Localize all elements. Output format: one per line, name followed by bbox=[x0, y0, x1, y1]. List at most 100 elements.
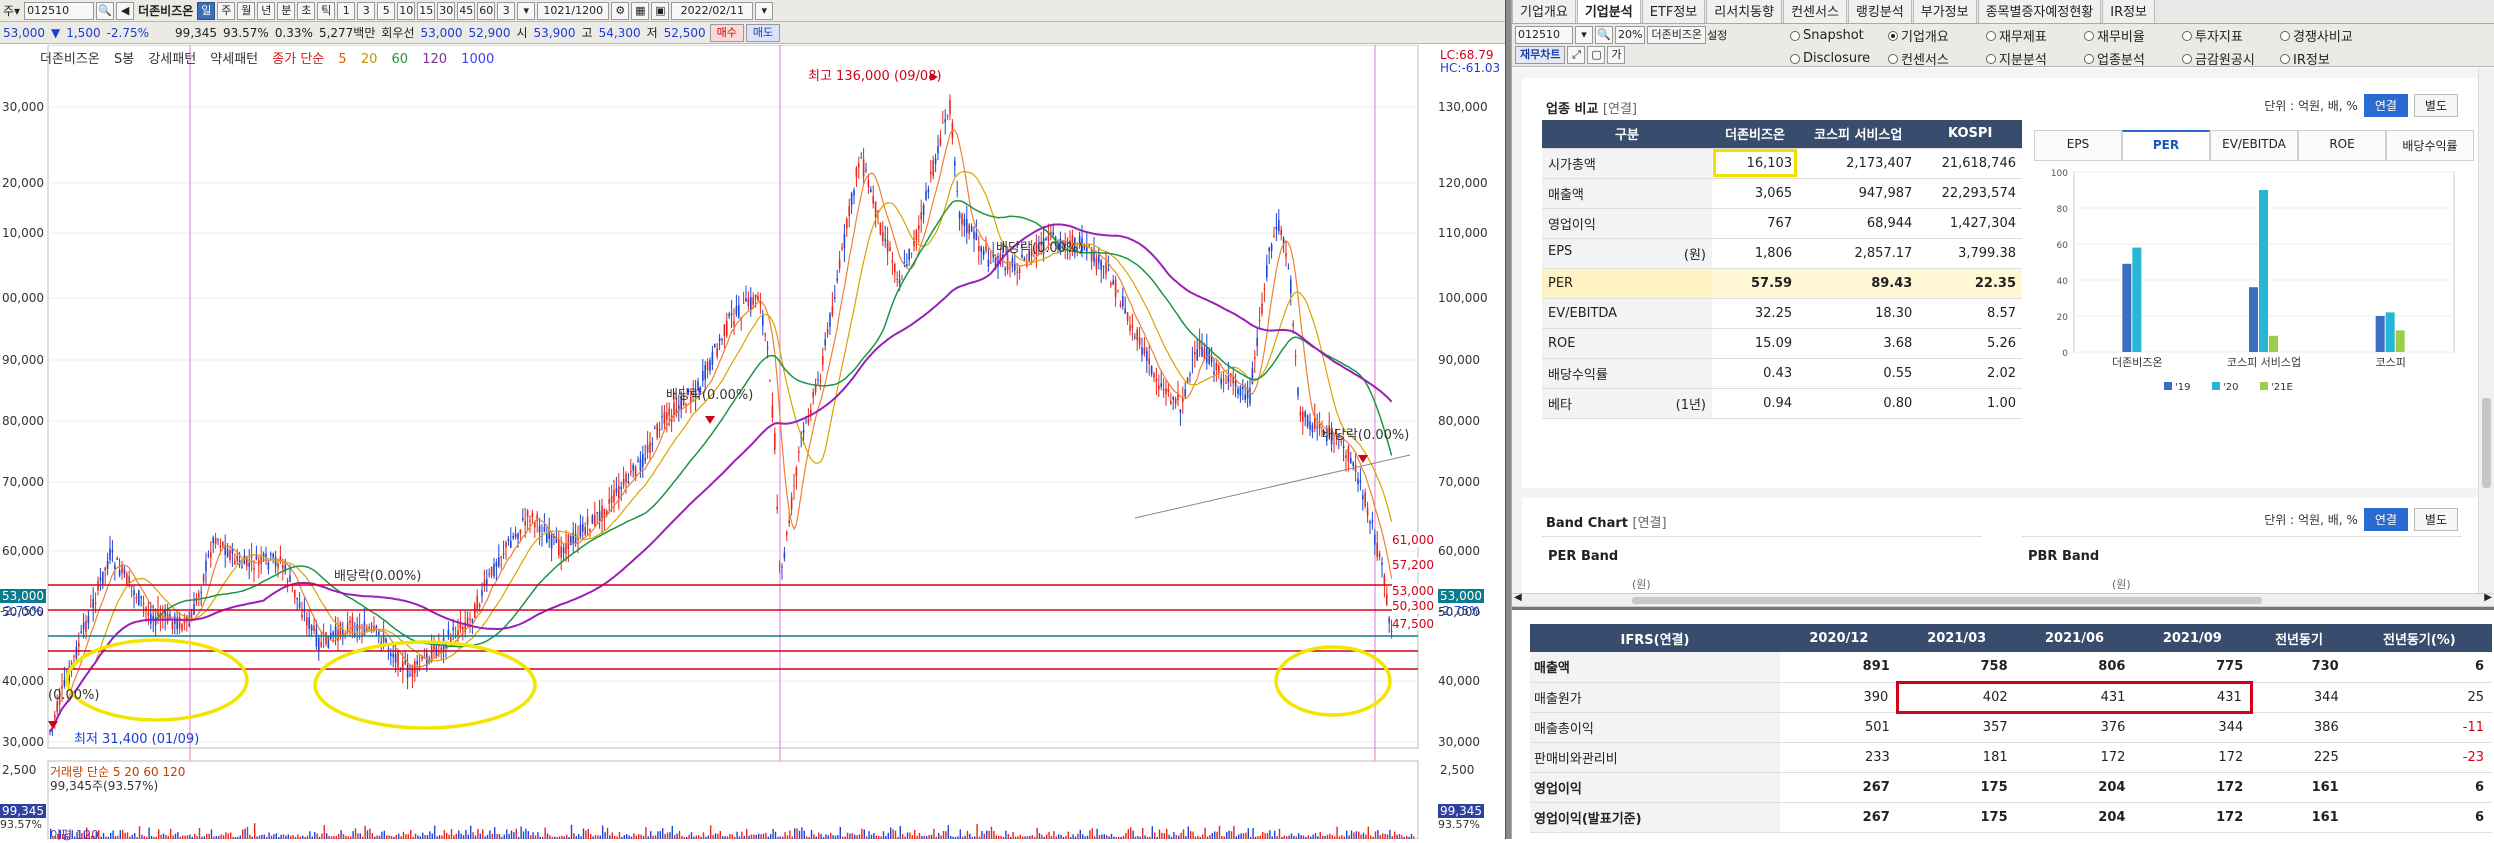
volume-bar bbox=[746, 828, 748, 839]
tab-capital-increase[interactable]: 종목별증자예정현황 bbox=[1977, 0, 2102, 23]
candle-body bbox=[1182, 398, 1184, 403]
chart-tab-roe[interactable]: ROE bbox=[2298, 130, 2386, 161]
chevron-down-icon[interactable]: ▾ bbox=[1575, 26, 1593, 44]
tab-extra[interactable]: 부가정보 bbox=[1912, 0, 1977, 23]
tab-company-overview[interactable]: 기업개요 bbox=[1512, 0, 1576, 23]
compare-row-label: ROE bbox=[1542, 328, 1712, 359]
scroll-thumb[interactable] bbox=[2482, 398, 2491, 488]
vertical-scrollbar[interactable] bbox=[2478, 68, 2494, 593]
interval-3-button[interactable]: 3 bbox=[357, 1, 376, 20]
volume-bar bbox=[407, 834, 409, 839]
period-year-button[interactable]: 년 bbox=[257, 1, 276, 20]
candle-body bbox=[416, 660, 418, 665]
settings-icon[interactable]: ⚙ bbox=[611, 1, 630, 20]
period-day-button[interactable]: 일 bbox=[197, 1, 216, 20]
tab-ranking[interactable]: 랭킹분석 bbox=[1847, 0, 1912, 23]
chart-tab-per[interactable]: PER bbox=[2122, 130, 2210, 161]
chart-tab-eps[interactable]: EPS bbox=[2034, 130, 2122, 161]
period-second-button[interactable]: 초 bbox=[297, 1, 316, 20]
chart-tab-ev-ebitda[interactable]: EV/EBITDA bbox=[2210, 130, 2298, 161]
radio-ir-info[interactable]: IR정보 bbox=[2280, 49, 2354, 68]
candle-body bbox=[296, 597, 298, 600]
radio-financial-statements[interactable]: 재무제표 bbox=[1986, 26, 2078, 45]
volume-bar bbox=[170, 828, 172, 839]
volume-bar bbox=[578, 833, 580, 839]
search-icon[interactable]: 🔍 bbox=[1595, 26, 1613, 44]
window-icon[interactable]: ▢ bbox=[1587, 46, 1606, 64]
volume-bar bbox=[758, 833, 760, 839]
consolidated-button[interactable]: 연결 bbox=[2363, 94, 2408, 117]
interval-5-button[interactable]: 5 bbox=[377, 1, 396, 20]
horizontal-scrollbar[interactable]: ◀ ▶ bbox=[1512, 592, 2494, 607]
date-input[interactable]: 2022/02/11 bbox=[671, 1, 754, 20]
interval-30-button[interactable]: 30 bbox=[437, 1, 456, 20]
table-icon[interactable]: ▦ bbox=[631, 1, 650, 20]
chevron-down-icon[interactable]: ▾ bbox=[517, 1, 536, 20]
prev-icon[interactable]: ◀ bbox=[116, 1, 135, 20]
band-consolidated-button[interactable]: 연결 bbox=[2363, 508, 2408, 531]
hscroll-thumb[interactable] bbox=[1632, 597, 2262, 604]
price-chart[interactable] bbox=[0, 45, 1505, 839]
fin-chart-button[interactable]: 재무차트 bbox=[1515, 46, 1566, 64]
radio-snapshot[interactable]: Snapshot bbox=[1790, 26, 1882, 45]
sell-button[interactable]: 매도 bbox=[745, 23, 781, 42]
volume-bar bbox=[669, 832, 671, 839]
count-input[interactable]: 1021/1200 bbox=[537, 1, 610, 20]
tab-company-analysis[interactable]: 기업분석 bbox=[1576, 0, 1641, 23]
radio-sector-analysis[interactable]: 업종분석 bbox=[2084, 49, 2176, 68]
tab-consensus[interactable]: 컨센서스 bbox=[1783, 0, 1847, 23]
candle-body bbox=[1210, 355, 1213, 363]
chart-tab-dividend-yield[interactable]: 배당수익률 bbox=[2386, 130, 2474, 161]
volume-bar bbox=[858, 834, 861, 839]
separate-button[interactable]: 별도 bbox=[2413, 94, 2458, 117]
interval-1-button[interactable]: 1 bbox=[337, 1, 356, 20]
radio-fss-disclosure[interactable]: 금감원공시 bbox=[2182, 49, 2274, 68]
scroll-right-icon[interactable]: ▶ bbox=[2484, 592, 2492, 603]
period-tick-button[interactable]: 틱 bbox=[317, 1, 336, 20]
setting-link[interactable]: 설정 bbox=[1707, 29, 1728, 42]
volume-bar bbox=[1094, 836, 1096, 839]
candle-body bbox=[949, 99, 951, 114]
pane-splitter[interactable] bbox=[1505, 0, 1512, 839]
radio-equity-analysis[interactable]: 지분분석 bbox=[1986, 49, 2078, 68]
code-input[interactable]: 012510 bbox=[24, 1, 95, 20]
volume-bar bbox=[1326, 834, 1329, 839]
interval-10-button[interactable]: 10 bbox=[397, 1, 416, 20]
interval-select[interactable]: 3 bbox=[497, 1, 516, 20]
tab-etf[interactable]: ETF정보 bbox=[1641, 0, 1706, 23]
band-separate-button[interactable]: 별도 bbox=[2413, 508, 2458, 531]
market-select[interactable]: 주▾ bbox=[3, 4, 21, 18]
expand-icon[interactable]: ⤢ bbox=[1567, 46, 1586, 64]
compare-row-label: 배당수익률 bbox=[1542, 358, 1712, 389]
font-size-icon[interactable]: 가 bbox=[1607, 46, 1626, 64]
scroll-left-icon[interactable]: ◀ bbox=[1514, 592, 1522, 603]
calendar-icon[interactable]: ▾ bbox=[755, 1, 774, 20]
interval-15-button[interactable]: 15 bbox=[417, 1, 436, 20]
period-minute-button[interactable]: 분 bbox=[277, 1, 296, 20]
interval-45-button[interactable]: 45 bbox=[457, 1, 476, 20]
radio-financial-ratios[interactable]: 재무비율 bbox=[2084, 26, 2176, 45]
period-week-button[interactable]: 주 bbox=[217, 1, 236, 20]
candle-body bbox=[310, 625, 313, 631]
save-icon[interactable]: ▣ bbox=[651, 1, 670, 20]
tab-ir[interactable]: IR정보 bbox=[2102, 0, 2156, 23]
tab-research[interactable]: 리서치동향 bbox=[1706, 0, 1783, 23]
analysis-code-input[interactable]: 012510 bbox=[1515, 26, 1573, 44]
candle-body bbox=[284, 564, 286, 572]
candle-body bbox=[154, 617, 157, 626]
candle-body bbox=[236, 555, 238, 561]
volume-bar bbox=[328, 835, 330, 839]
volume-bar bbox=[700, 836, 702, 839]
candle-body bbox=[1059, 238, 1062, 248]
radio-investment-indicators[interactable]: 투자지표 bbox=[2182, 26, 2274, 45]
buy-button[interactable]: 매수 bbox=[709, 23, 744, 42]
volume-bar bbox=[81, 832, 83, 839]
period-month-button[interactable]: 월 bbox=[237, 1, 256, 20]
radio-consensus[interactable]: 컨센서스 bbox=[1888, 49, 1980, 68]
search-icon[interactable]: 🔍 bbox=[96, 1, 115, 20]
radio-company-overview[interactable]: 기업개요 bbox=[1888, 26, 1980, 45]
radio-disclosure[interactable]: Disclosure bbox=[1790, 49, 1882, 68]
radio-competitor-compare[interactable]: 경쟁사비교 bbox=[2280, 26, 2354, 45]
compare-cell: 2,173,407 bbox=[1798, 148, 1919, 179]
interval-60-button[interactable]: 60 bbox=[477, 1, 496, 20]
